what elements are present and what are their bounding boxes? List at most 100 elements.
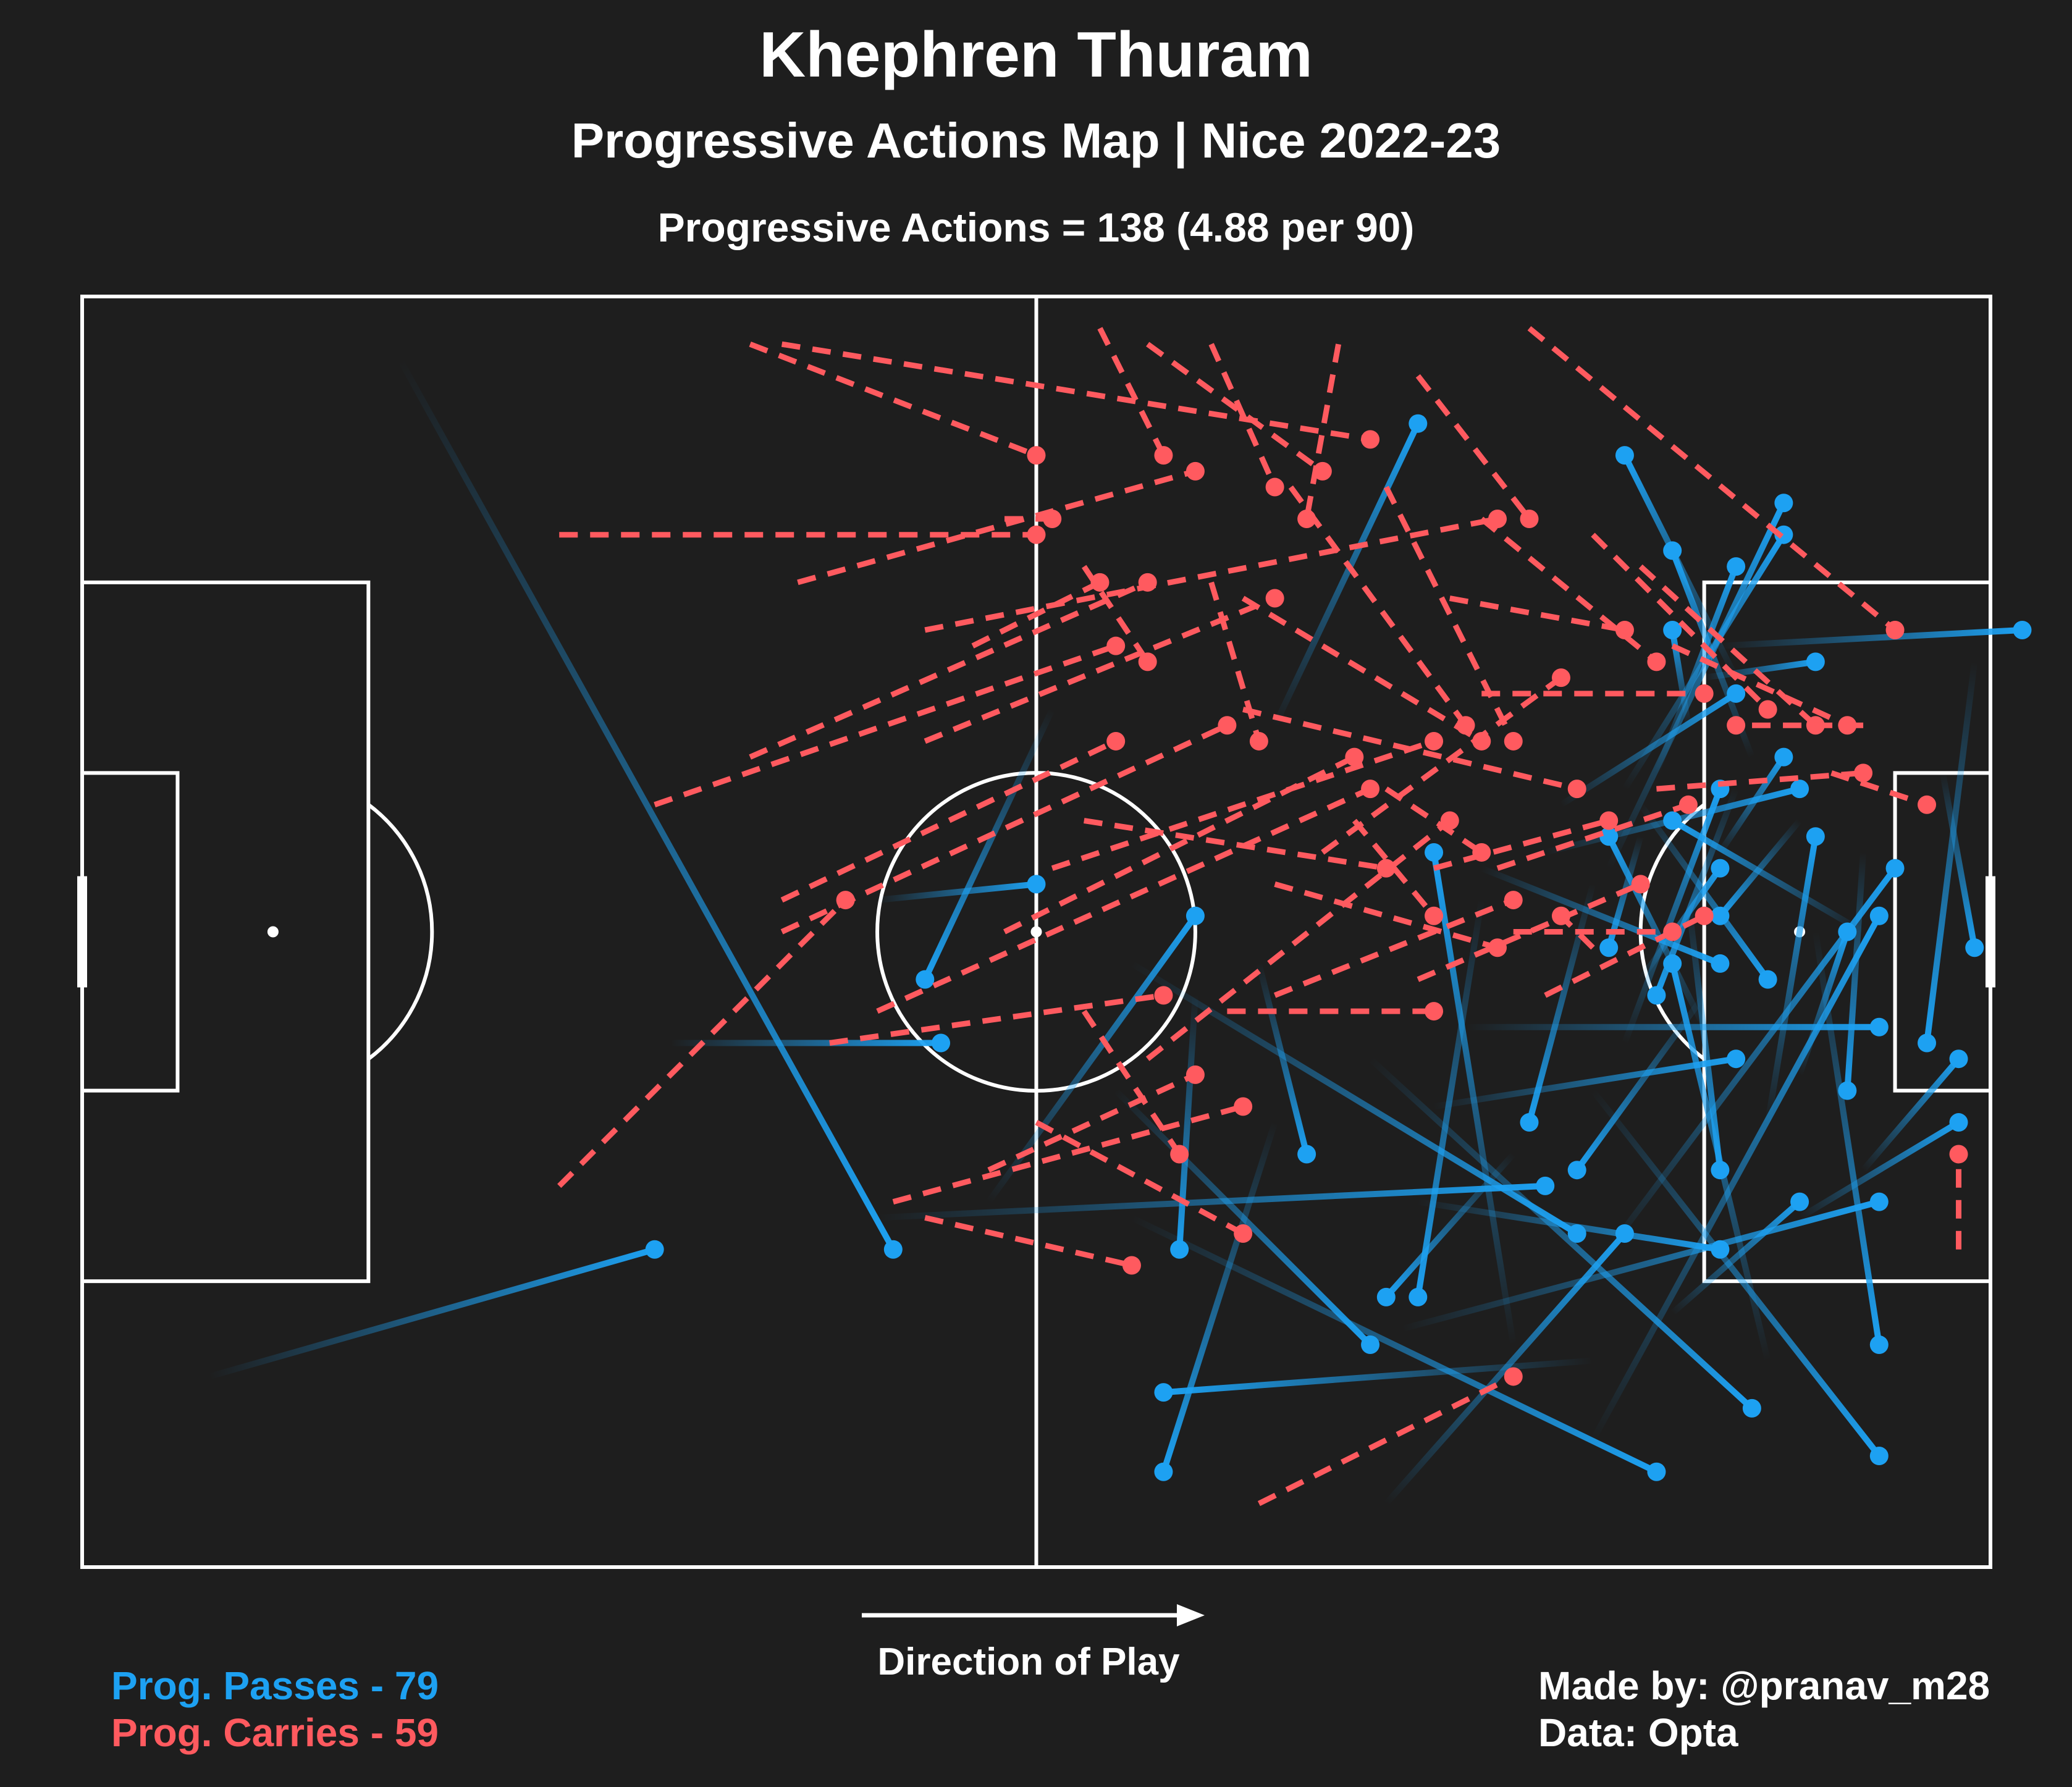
pass-line: [1367, 1056, 1755, 1411]
carry-line: [557, 898, 848, 1188]
carry-end-dot: [1265, 589, 1284, 608]
carry-end-dot: [1138, 573, 1157, 592]
pass-line: [1796, 928, 1851, 1078]
pass-end-dot: [1949, 1113, 1968, 1132]
carry-end-dot: [1949, 1145, 1968, 1164]
pass-line: [1255, 960, 1310, 1158]
pass-end-dot: [1838, 1081, 1857, 1100]
pass-end-dot: [1742, 1398, 1761, 1418]
carry-line: [1417, 881, 1642, 982]
carry-line: [797, 468, 1197, 586]
pass-end-dot: [1774, 494, 1793, 513]
pass-end-dot: [1615, 446, 1634, 465]
pass-line: [1844, 849, 1867, 1094]
carry-end-dot: [1154, 986, 1173, 1005]
pass-end-dot: [1727, 1049, 1746, 1069]
carry-end-dot: [1615, 620, 1634, 639]
direction-arrow: [862, 1604, 1205, 1626]
left-penalty-spot: [267, 926, 279, 938]
carry-end-dot: [1425, 906, 1444, 925]
pass-line: [1431, 849, 1517, 1348]
pass-line: [1478, 865, 1724, 967]
pass-end-dot: [1806, 827, 1825, 846]
pass-line: [1669, 1198, 1803, 1316]
carry-end-dot: [1551, 668, 1570, 687]
carry-end-dot: [1885, 620, 1905, 639]
pass-line: [1128, 1214, 1660, 1475]
carry-line: [1051, 738, 1435, 871]
pitch-markings: [77, 295, 1995, 1569]
credit-data-source: Data: Opta: [1538, 1710, 1738, 1755]
pass-line: [1621, 786, 1724, 1046]
carry-line: [749, 341, 1038, 458]
carry-line: [1671, 643, 1849, 728]
pass-end-dot: [645, 1240, 664, 1259]
carry-end-dot: [1504, 731, 1523, 751]
pass-end-dot: [883, 1240, 903, 1259]
pass-end-dot: [1297, 1145, 1316, 1164]
carry-end-dot: [1106, 636, 1126, 655]
carry-end-dot: [1504, 891, 1523, 910]
carry-end-dot: [1106, 731, 1126, 751]
pass-line: [1939, 770, 1978, 951]
left-six-yard-box: [80, 771, 180, 1093]
left-penalty-box: [80, 580, 371, 1284]
pass-end-dot: [1599, 938, 1619, 957]
pass-end-dot: [1965, 938, 1984, 957]
pass-end-dot: [2013, 620, 2032, 639]
pass-end-dot: [1869, 1447, 1889, 1466]
pass-end-dot: [1727, 557, 1746, 576]
carry-end-dot: [1027, 525, 1046, 544]
pass-end-dot: [1790, 1192, 1809, 1211]
pass-line: [1383, 1151, 1517, 1300]
chart-subtitle: Progressive Actions Map | Nice 2022-23: [571, 113, 1501, 168]
center-spot: [1030, 926, 1042, 938]
pass-line: [1606, 833, 1708, 1030]
pass-end-dot: [1711, 954, 1730, 973]
carry-end-dot: [1440, 811, 1459, 830]
carry-end-dot: [1425, 731, 1444, 751]
pass-line: [1113, 1087, 1374, 1348]
carry-end-dot: [1695, 684, 1714, 703]
pass-line: [1590, 1087, 1882, 1460]
carry-line: [1145, 818, 1452, 1061]
carry-line: [1288, 485, 1468, 727]
pass-line: [1590, 912, 1882, 1444]
pass-end-dot: [1154, 1462, 1173, 1481]
pass-end-dot: [1409, 1287, 1428, 1306]
left-penalty-arc: [367, 803, 434, 1061]
pass-line: [1669, 817, 1867, 935]
carry-end-dot: [1758, 700, 1777, 719]
carry-line: [1656, 770, 1864, 792]
carry-end-dot: [1599, 811, 1619, 830]
carry-end-dot: [1727, 716, 1746, 735]
carry-line: [654, 643, 1117, 808]
pass-end-dot: [1885, 859, 1905, 878]
pass-end-dot: [1869, 1192, 1889, 1211]
carry-end-dot: [1138, 652, 1157, 671]
carry-line: [780, 723, 1229, 935]
carries-layer: [557, 326, 1968, 1507]
carry-end-dot: [1647, 652, 1666, 671]
carry-end-dot: [1488, 509, 1507, 528]
pass-end-dot: [1647, 1462, 1666, 1481]
pass-end-dot: [1869, 1335, 1889, 1355]
pass-end-dot: [1663, 954, 1682, 973]
direction-of-play-label: Direction of Play: [877, 1641, 1180, 1683]
pass-line: [1717, 754, 1787, 856]
carry-line: [1081, 1009, 1182, 1156]
carry-line: [1208, 343, 1278, 489]
carry-end-dot: [1361, 430, 1380, 449]
carry-line: [1830, 770, 1928, 808]
carry-line: [829, 992, 1164, 1046]
pass-end-dot: [1027, 875, 1046, 894]
carry-line: [1321, 675, 1563, 855]
pass-line: [1128, 960, 1580, 1237]
passes-layer: [206, 356, 2032, 1507]
carry-end-dot: [1361, 780, 1380, 799]
carry-line: [1081, 565, 1150, 663]
carry-line: [1257, 1374, 1515, 1507]
pass-end-dot: [1154, 1383, 1173, 1402]
pass-end-dot: [1869, 906, 1889, 925]
